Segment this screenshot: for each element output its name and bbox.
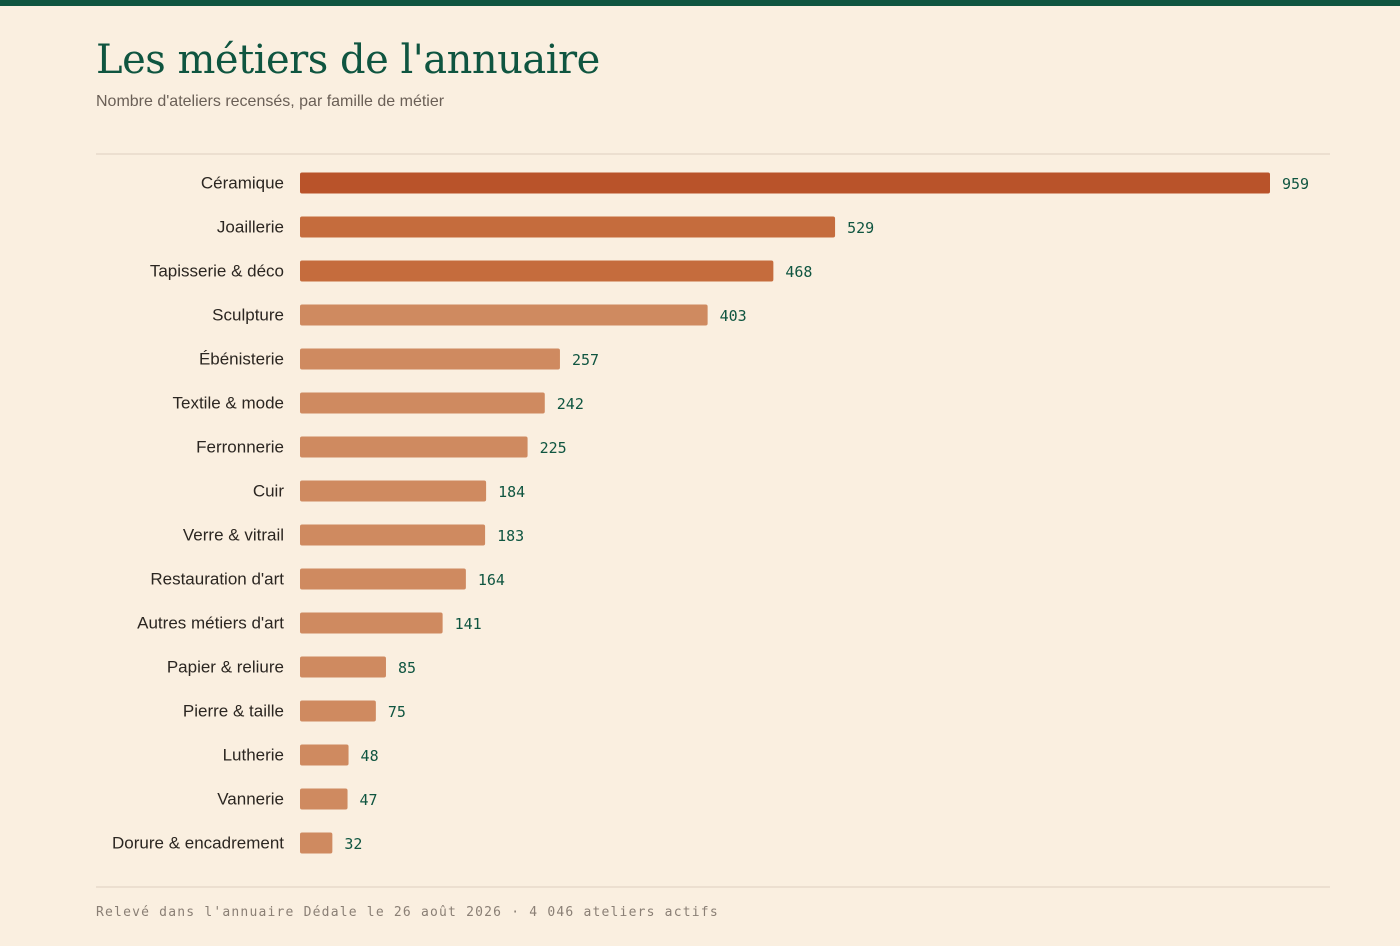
category-label: Ébénisterie — [199, 350, 284, 369]
bar — [300, 480, 487, 502]
bar — [300, 700, 376, 722]
value-label: 403 — [720, 307, 747, 325]
bar-row: Restauration d'art 164 — [150, 568, 505, 590]
category-label: Dorure & encadrement — [112, 834, 284, 853]
bar — [300, 172, 1270, 194]
value-label: 164 — [478, 571, 505, 589]
page-title: Les métiers de l'annuaire — [96, 37, 600, 83]
bar-row: Ferronnerie 225 — [196, 436, 567, 458]
bar — [300, 392, 545, 414]
value-label: 48 — [361, 747, 379, 765]
bar-row: Tapisserie & déco 468 — [150, 260, 812, 282]
category-label: Lutherie — [223, 746, 284, 765]
bar — [300, 524, 486, 546]
value-label: 529 — [847, 219, 874, 237]
bar-row: Autres métiers d'art 141 — [137, 612, 482, 634]
category-label: Restauration d'art — [150, 570, 284, 589]
bar — [300, 656, 386, 678]
top-divider — [96, 153, 1330, 155]
value-label: 183 — [497, 527, 524, 545]
value-label: 225 — [540, 439, 567, 457]
category-label: Cuir — [253, 482, 285, 501]
category-label: Pierre & taille — [183, 702, 284, 721]
value-label: 85 — [398, 659, 416, 677]
bar — [300, 744, 349, 766]
bar-row: Pierre & taille 75 — [183, 700, 406, 722]
bar — [300, 216, 836, 238]
page-subtitle: Nombre d'ateliers recensés, par famille … — [96, 93, 445, 110]
value-label: 468 — [785, 263, 812, 281]
value-label: 32 — [344, 835, 362, 853]
value-label: 47 — [360, 791, 378, 809]
value-label: 184 — [498, 483, 525, 501]
value-label: 141 — [455, 615, 482, 633]
bar-row: Verre & vitrail 183 — [183, 524, 524, 546]
bar-row: Céramique 959 — [201, 172, 1309, 194]
bar — [300, 348, 560, 370]
category-label: Tapisserie & déco — [150, 262, 284, 281]
bar-row: Dorure & encadrement 32 — [112, 832, 362, 854]
bar — [300, 612, 443, 634]
footnote: Relevé dans l'annuaire Dédale le 26 août… — [96, 905, 719, 920]
bar — [300, 568, 466, 590]
bar — [300, 304, 708, 326]
top-accent-bar — [0, 0, 1400, 6]
value-label: 242 — [557, 395, 584, 413]
category-label: Autres métiers d'art — [137, 614, 284, 633]
category-label: Papier & reliure — [167, 658, 284, 677]
category-label: Vannerie — [217, 790, 284, 809]
bar — [300, 832, 333, 854]
category-label: Céramique — [201, 174, 284, 193]
bar-row: Joaillerie 529 — [217, 216, 874, 238]
category-label: Sculpture — [212, 306, 284, 325]
bar — [300, 788, 348, 810]
bar-row: Papier & reliure 85 — [167, 656, 416, 678]
bar — [300, 436, 528, 458]
bar-row: Sculpture 403 — [212, 304, 747, 326]
bottom-divider — [96, 886, 1330, 888]
value-label: 257 — [572, 351, 599, 369]
bar-row: Cuir 184 — [253, 480, 525, 502]
bar-row: Lutherie 48 — [223, 744, 379, 766]
category-label: Verre & vitrail — [183, 526, 284, 545]
bar-row: Textile & mode 242 — [173, 392, 584, 414]
value-label: 959 — [1282, 175, 1309, 193]
value-label: 75 — [388, 703, 406, 721]
bar-row: Ébénisterie 257 — [199, 348, 599, 370]
bar-row: Vannerie 47 — [217, 788, 378, 810]
category-label: Joaillerie — [217, 218, 284, 237]
category-label: Textile & mode — [173, 394, 285, 413]
category-label: Ferronnerie — [196, 438, 284, 457]
bar — [300, 260, 774, 282]
